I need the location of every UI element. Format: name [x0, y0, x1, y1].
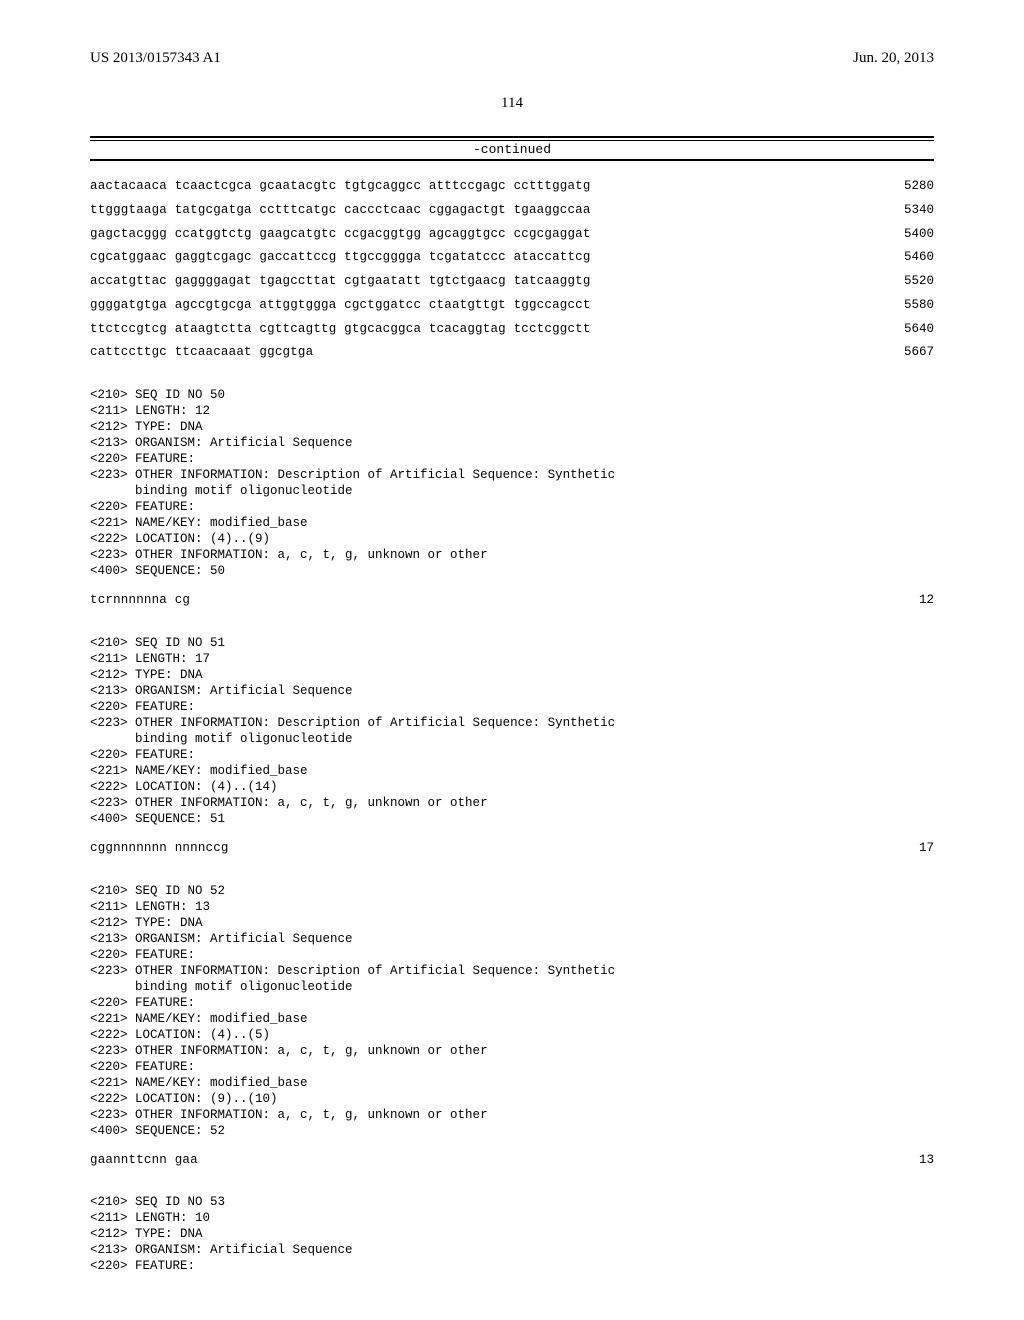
sequence-line: tcrnnnnnna cg 12: [90, 589, 934, 613]
meta-line: <220> FEATURE:: [90, 1259, 195, 1273]
sequence-line: accatgttac gaggggagat tgagccttat cgtgaat…: [90, 270, 934, 294]
meta-line: <221> NAME/KEY: modified_base: [90, 764, 308, 778]
sequence-line: ttgggtaaga tatgcgatga cctttcatgc caccctc…: [90, 199, 934, 223]
sequence-line: cattccttgc ttcaacaaat ggcgtga 5667: [90, 341, 934, 365]
meta-line: binding motif oligonucleotide: [90, 732, 353, 746]
sequence-position: 5520: [884, 270, 934, 294]
meta-line: <220> FEATURE:: [90, 748, 195, 762]
meta-line: <222> LOCATION: (4)..(9): [90, 532, 270, 546]
meta-line: <210> SEQ ID NO 51: [90, 636, 225, 650]
sequence-line: ttctccgtcg ataagtctta cgttcagttg gtgcacg…: [90, 318, 934, 342]
sequence-bases: gaannttcnn gaa: [90, 1149, 198, 1173]
patent-page: US 2013/0157343 A1 Jun. 20, 2013 114 -co…: [0, 0, 1024, 1320]
sequence-bases: ttctccgtcg ataagtctta cgttcagttg gtgcacg…: [90, 318, 591, 342]
meta-line: <210> SEQ ID NO 50: [90, 388, 225, 402]
page-number: 114: [90, 95, 934, 112]
continued-rule: -continued: [90, 136, 934, 161]
sequence-position: 5400: [884, 223, 934, 247]
seq-record-50: <210> SEQ ID NO 50 <211> LENGTH: 12 <212…: [90, 387, 934, 579]
sequence-position: 5640: [884, 318, 934, 342]
meta-line: <223> OTHER INFORMATION: a, c, t, g, unk…: [90, 548, 488, 562]
sequence-position: 5340: [884, 199, 934, 223]
meta-line: <210> SEQ ID NO 53: [90, 1195, 225, 1209]
sequence-header: <400> SEQUENCE: 50: [90, 564, 225, 578]
seq-record-52: <210> SEQ ID NO 52 <211> LENGTH: 13 <212…: [90, 883, 934, 1139]
meta-line: <211> LENGTH: 12: [90, 404, 210, 418]
meta-line: <212> TYPE: DNA: [90, 668, 203, 682]
meta-line: <220> FEATURE:: [90, 500, 195, 514]
meta-line: <221> NAME/KEY: modified_base: [90, 516, 308, 530]
sequence-bases: accatgttac gaggggagat tgagccttat cgtgaat…: [90, 270, 591, 294]
sequence-bases: cgcatggaac gaggtcgagc gaccattccg ttgccgg…: [90, 246, 591, 270]
meta-line: <212> TYPE: DNA: [90, 1227, 203, 1241]
sequence-line: gaannttcnn gaa 13: [90, 1149, 934, 1173]
sequence-position: 13: [884, 1149, 934, 1173]
meta-line: <222> LOCATION: (4)..(14): [90, 780, 278, 794]
sequence-bases: cggnnnnnnn nnnnccg: [90, 837, 229, 861]
meta-line: <211> LENGTH: 10: [90, 1211, 210, 1225]
meta-line: <221> NAME/KEY: modified_base: [90, 1076, 308, 1090]
sequence-line: cggnnnnnnn nnnnccg 17: [90, 837, 934, 861]
sequence-line: cgcatggaac gaggtcgagc gaccattccg ttgccgg…: [90, 246, 934, 270]
publication-date: Jun. 20, 2013: [853, 50, 934, 67]
meta-line: binding motif oligonucleotide: [90, 980, 353, 994]
meta-line: <220> FEATURE:: [90, 948, 195, 962]
meta-line: <223> OTHER INFORMATION: Description of …: [90, 716, 615, 730]
meta-line: <213> ORGANISM: Artificial Sequence: [90, 684, 353, 698]
sequence-position: 12: [884, 589, 934, 613]
sequence-continuation: aactacaaca tcaactcgca gcaatacgtc tgtgcag…: [90, 175, 934, 365]
meta-line: <212> TYPE: DNA: [90, 420, 203, 434]
meta-line: <220> FEATURE:: [90, 452, 195, 466]
sequence-bases: gagctacggg ccatggtctg gaagcatgtc ccgacgg…: [90, 223, 591, 247]
meta-line: <221> NAME/KEY: modified_base: [90, 1012, 308, 1026]
meta-line: <223> OTHER INFORMATION: Description of …: [90, 468, 615, 482]
meta-line: <211> LENGTH: 13: [90, 900, 210, 914]
sequence-line: gagctacggg ccatggtctg gaagcatgtc ccgacgg…: [90, 223, 934, 247]
meta-line: <211> LENGTH: 17: [90, 652, 210, 666]
sequence-bases: tcrnnnnnna cg: [90, 589, 190, 613]
publication-id: US 2013/0157343 A1: [90, 50, 221, 67]
sequence-line: aactacaaca tcaactcgca gcaatacgtc tgtgcag…: [90, 175, 934, 199]
sequence-header: <400> SEQUENCE: 52: [90, 1124, 225, 1138]
meta-line: <213> ORGANISM: Artificial Sequence: [90, 932, 353, 946]
continued-label: -continued: [90, 140, 934, 157]
sequence-header: <400> SEQUENCE: 51: [90, 812, 225, 826]
meta-line: <223> OTHER INFORMATION: a, c, t, g, unk…: [90, 1044, 488, 1058]
sequence-position: 5460: [884, 246, 934, 270]
page-header: US 2013/0157343 A1 Jun. 20, 2013: [90, 50, 934, 67]
seq-record-53: <210> SEQ ID NO 53 <211> LENGTH: 10 <212…: [90, 1194, 934, 1274]
meta-line: <220> FEATURE:: [90, 1060, 195, 1074]
sequence-position: 17: [884, 837, 934, 861]
meta-line: <213> ORGANISM: Artificial Sequence: [90, 436, 353, 450]
sequence-position: 5667: [884, 341, 934, 365]
sequence-position: 5580: [884, 294, 934, 318]
meta-line: <220> FEATURE:: [90, 996, 195, 1010]
meta-line: binding motif oligonucleotide: [90, 484, 353, 498]
meta-line: <210> SEQ ID NO 52: [90, 884, 225, 898]
meta-line: <220> FEATURE:: [90, 700, 195, 714]
sequence-bases: cattccttgc ttcaacaaat ggcgtga: [90, 341, 313, 365]
sequence-bases: ttgggtaaga tatgcgatga cctttcatgc caccctc…: [90, 199, 591, 223]
meta-line: <213> ORGANISM: Artificial Sequence: [90, 1243, 353, 1257]
sequence-bases: ggggatgtga agccgtgcga attggtggga cgctgga…: [90, 294, 591, 318]
meta-line: <212> TYPE: DNA: [90, 916, 203, 930]
seq-record-51: <210> SEQ ID NO 51 <211> LENGTH: 17 <212…: [90, 635, 934, 827]
meta-line: <223> OTHER INFORMATION: a, c, t, g, unk…: [90, 1108, 488, 1122]
sequence-line: ggggatgtga agccgtgcga attggtggga cgctgga…: [90, 294, 934, 318]
sequence-position: 5280: [884, 175, 934, 199]
sequence-bases: aactacaaca tcaactcgca gcaatacgtc tgtgcag…: [90, 175, 591, 199]
meta-line: <222> LOCATION: (9)..(10): [90, 1092, 278, 1106]
meta-line: <223> OTHER INFORMATION: Description of …: [90, 964, 615, 978]
meta-line: <223> OTHER INFORMATION: a, c, t, g, unk…: [90, 796, 488, 810]
meta-line: <222> LOCATION: (4)..(5): [90, 1028, 270, 1042]
